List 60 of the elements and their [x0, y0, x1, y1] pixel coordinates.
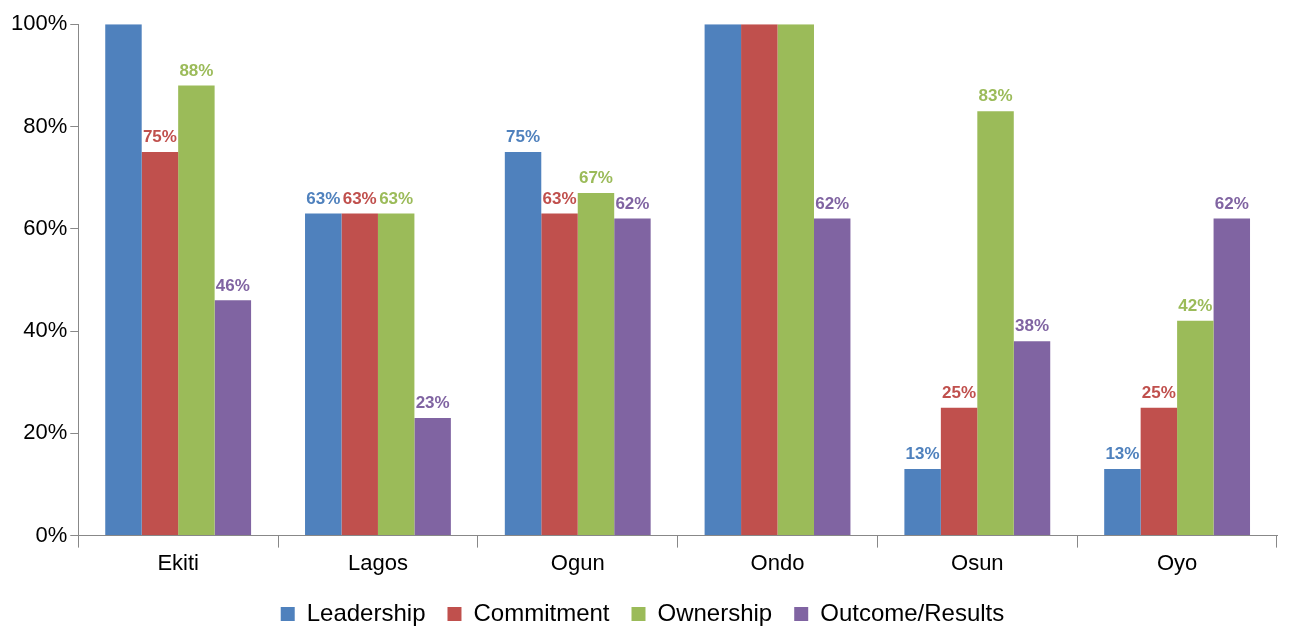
y-tick-label: 20%: [23, 419, 68, 445]
bar: [977, 111, 1014, 536]
y-tick-label: 40%: [23, 317, 68, 343]
data-label: 13%: [905, 444, 940, 464]
y-tick-label: 0%: [35, 521, 68, 547]
data-label: 13%: [1105, 444, 1140, 464]
bar: [377, 213, 415, 536]
legend-label: Ownership: [657, 598, 773, 626]
bar: [1013, 341, 1051, 536]
bar: [341, 213, 378, 536]
data-label: 63%: [542, 188, 577, 208]
x-tick-label: Lagos: [347, 549, 408, 575]
bar: [504, 152, 542, 536]
data-label: 42%: [1178, 296, 1213, 315]
bar: [305, 213, 342, 536]
x-tick-label: Ondo: [750, 549, 805, 575]
bar: [704, 24, 742, 536]
x-tick-label: Ekiti: [157, 549, 199, 575]
data-label: 62%: [815, 193, 850, 213]
data-label: 75%: [506, 127, 541, 147]
data-label: 63%: [379, 188, 414, 208]
bar: [1177, 320, 1214, 536]
data-label: 88%: [179, 60, 214, 80]
data-label: 62%: [1214, 193, 1249, 213]
bar: [1213, 218, 1251, 536]
y-tick-label: 80%: [23, 112, 68, 138]
data-label: 46%: [215, 275, 250, 295]
bar: [777, 24, 814, 536]
bar: [178, 85, 215, 536]
y-tick-label: 60%: [23, 214, 68, 240]
bar: [141, 152, 179, 536]
bar: [577, 192, 615, 536]
bar: [414, 417, 451, 536]
data-label: 75%: [142, 127, 177, 147]
data-label: 23%: [415, 393, 450, 413]
data-label: 25%: [942, 382, 977, 402]
bar: [105, 24, 142, 536]
bar: [614, 218, 651, 536]
legend-label: Commitment: [473, 598, 610, 626]
x-tick-label: Osun: [951, 549, 1004, 575]
data-label: 83%: [978, 86, 1013, 106]
legend-label: Outcome/Results: [820, 598, 1005, 626]
bar: [541, 213, 578, 536]
bar: [741, 24, 778, 536]
legend-label: Leadership: [306, 598, 426, 626]
bar: [214, 300, 252, 536]
bar: [940, 407, 978, 536]
data-label: 25%: [1141, 382, 1176, 402]
bar: [1104, 469, 1141, 536]
bar: [1140, 407, 1178, 536]
data-label: 63%: [306, 188, 341, 208]
data-label: 63%: [342, 188, 377, 208]
bar: [904, 469, 941, 536]
data-label: 38%: [1014, 316, 1050, 336]
data-label: 62%: [615, 193, 650, 213]
x-tick-label: Ogun: [550, 549, 605, 575]
bar: [813, 218, 851, 536]
x-tick-label: Oyo: [1156, 549, 1198, 575]
data-label: 67%: [578, 168, 613, 188]
y-tick-label: 100%: [10, 10, 68, 36]
